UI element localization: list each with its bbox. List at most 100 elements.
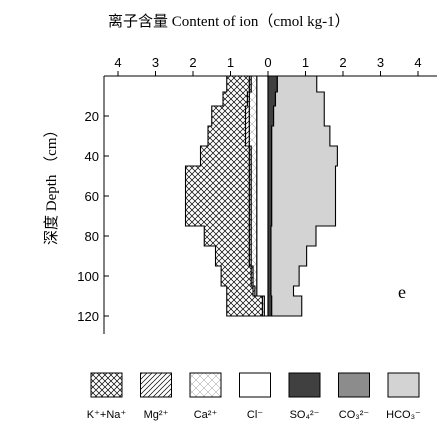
bar-so42minus-layer-2	[268, 106, 274, 126]
bar-kplusplusnaplus-layer-6	[204, 226, 250, 246]
bar-mg2plus-layer-5	[249, 166, 252, 226]
y-tick-label: 40	[85, 149, 99, 164]
bar-hco3minus-layer-7	[271, 246, 307, 266]
bar-ca2plus-layer-2	[249, 106, 257, 126]
bar-mg2plus-layer-4	[249, 146, 252, 166]
bar-hco3minus-layer-2	[273, 106, 325, 126]
legend-label-mg: Mg²⁺	[144, 409, 169, 421]
bar-mg2plus-layer-1	[247, 92, 250, 106]
legend-label-kna: K⁺+Na⁺	[87, 409, 127, 421]
y-tick-label: 80	[85, 229, 99, 244]
legend-item-cl: Cl⁻	[239, 372, 271, 421]
legend-swatch-kna	[90, 372, 123, 398]
bar-so42minus-layer-4	[268, 146, 272, 166]
bar-so42minus-layer-8	[268, 266, 271, 286]
legend-swatch-cl	[239, 372, 271, 398]
bar-hco3minus-layer-10	[271, 296, 302, 316]
x-tick-label: 2	[339, 55, 346, 70]
bar-ca2plus-layer-8	[253, 266, 257, 286]
panel-annotation: e	[398, 282, 406, 302]
legend-swatch-so4	[288, 372, 321, 398]
bar-so42minus-layer-6	[268, 226, 271, 246]
bar-ca2plus-layer-6	[251, 226, 257, 246]
y-axis-label: 深度 Depth （cm）	[43, 123, 60, 245]
bar-mg2plus-layer-9	[253, 286, 255, 296]
legend-label-so4: SO₄²⁻	[290, 409, 320, 421]
bar-mg2plus-layer-2	[245, 106, 250, 126]
bar-hco3minus-layer-3	[271, 126, 330, 146]
legend-item-mg: Mg²⁺	[140, 372, 172, 421]
bar-kplusplusnaplus-layer-7	[215, 246, 250, 266]
bar-clminus-layer-2	[256, 106, 268, 126]
bar-kplusplusnaplus-layer-1	[223, 92, 248, 106]
legend-item-kna: K⁺+Na⁺	[87, 372, 127, 421]
series-kplusplusnaplus	[184, 75, 263, 317]
x-ticks: 4 3 2 1 0 1 2 3 4	[114, 55, 422, 76]
legend-swatch-ca	[189, 372, 222, 398]
bar-kplusplusnaplus-layer-8	[221, 266, 252, 286]
y-tick-label: 100	[77, 269, 99, 284]
chart-title: 离子含量 Content of ion（cmol kg-1）	[108, 13, 350, 30]
legend-swatch-mg	[140, 372, 172, 398]
bar-mg2plus-layer-8	[251, 266, 253, 286]
bar-ca2plus-layer-7	[251, 246, 257, 266]
y-tick-label: 120	[77, 309, 99, 324]
x-tick-label: 4	[414, 55, 421, 70]
bar-hco3minus-layer-5	[271, 166, 336, 226]
bar-so42minus-layer-3	[268, 126, 272, 146]
x-tick-label: 1	[227, 55, 234, 70]
bar-mg2plus-layer-0	[249, 76, 252, 92]
legend-item-so4: SO₄²⁻	[288, 372, 321, 421]
bar-ca2plus-layer-10	[262, 296, 265, 316]
bar-kplusplusnaplus-layer-0	[226, 76, 250, 92]
bar-ca2plus-layer-0	[251, 76, 257, 92]
bar-so42minus-layer-9	[268, 286, 271, 296]
series-hco3minus	[270, 75, 338, 317]
bar-hco3minus-layer-4	[271, 146, 338, 166]
bar-kplusplusnaplus-layer-4	[200, 146, 250, 166]
bar-so42minus-layer-1	[268, 92, 276, 106]
legend-item-hco3: HCO₃⁻	[386, 372, 421, 421]
bar-clminus-layer-4	[256, 146, 268, 166]
bar-ca2plus-layer-9	[254, 286, 257, 296]
legend-item-co3: CO₃²⁻	[338, 372, 370, 421]
legend: K⁺+Na⁺ Mg²⁺ Ca²⁺ Cl⁻ SO₄²⁻ CO₃²⁻ HCO₃⁻	[87, 372, 421, 421]
bar-clminus-layer-9	[256, 286, 268, 296]
legend-label-cl: Cl⁻	[247, 409, 263, 421]
series-clminus	[256, 75, 269, 317]
bar-hco3minus-layer-9	[271, 286, 294, 296]
bar-clminus-layer-0	[256, 76, 268, 92]
bar-mg2plus-layer-3	[245, 126, 250, 146]
legend-swatch-co3	[338, 372, 370, 398]
x-tick-label: 2	[189, 55, 196, 70]
bar-kplusplusnaplus-layer-10	[226, 296, 263, 316]
outline-hco3minus	[270, 75, 338, 317]
legend-label-co3: CO₃²⁻	[339, 409, 370, 421]
legend-swatch-hco3	[387, 372, 420, 398]
outline-kplusplusnaplus	[184, 75, 263, 317]
x-tick-label: 3	[152, 55, 159, 70]
bar-clminus-layer-3	[256, 126, 268, 146]
x-tick-label: 0	[264, 55, 271, 70]
bar-hco3minus-layer-1	[275, 92, 325, 106]
bar-hco3minus-layer-8	[271, 266, 300, 286]
bar-hco3minus-layer-6	[271, 226, 316, 246]
bar-ca2plus-layer-3	[249, 126, 257, 146]
x-tick-label: 1	[302, 55, 309, 70]
bar-hco3minus-layer-0	[277, 76, 317, 92]
bar-kplusplusnaplus-layer-2	[211, 106, 246, 126]
y-ticks: 20 40 60 80 100 120	[77, 109, 109, 324]
bar-mg2plus-layer-7	[249, 246, 252, 266]
bars-layer	[184, 75, 338, 317]
legend-item-ca: Ca²⁺	[189, 372, 222, 421]
legend-label-ca: Ca²⁺	[194, 409, 218, 421]
bar-mg2plus-layer-6	[249, 226, 252, 246]
y-tick-label: 60	[85, 189, 99, 204]
bar-ca2plus-layer-1	[249, 92, 257, 106]
bar-ca2plus-layer-5	[251, 166, 257, 226]
bar-kplusplusnaplus-layer-3	[208, 126, 246, 146]
x-tick-label: 4	[114, 55, 121, 70]
bar-clminus-layer-5	[256, 166, 268, 226]
x-tick-label: 3	[377, 55, 384, 70]
